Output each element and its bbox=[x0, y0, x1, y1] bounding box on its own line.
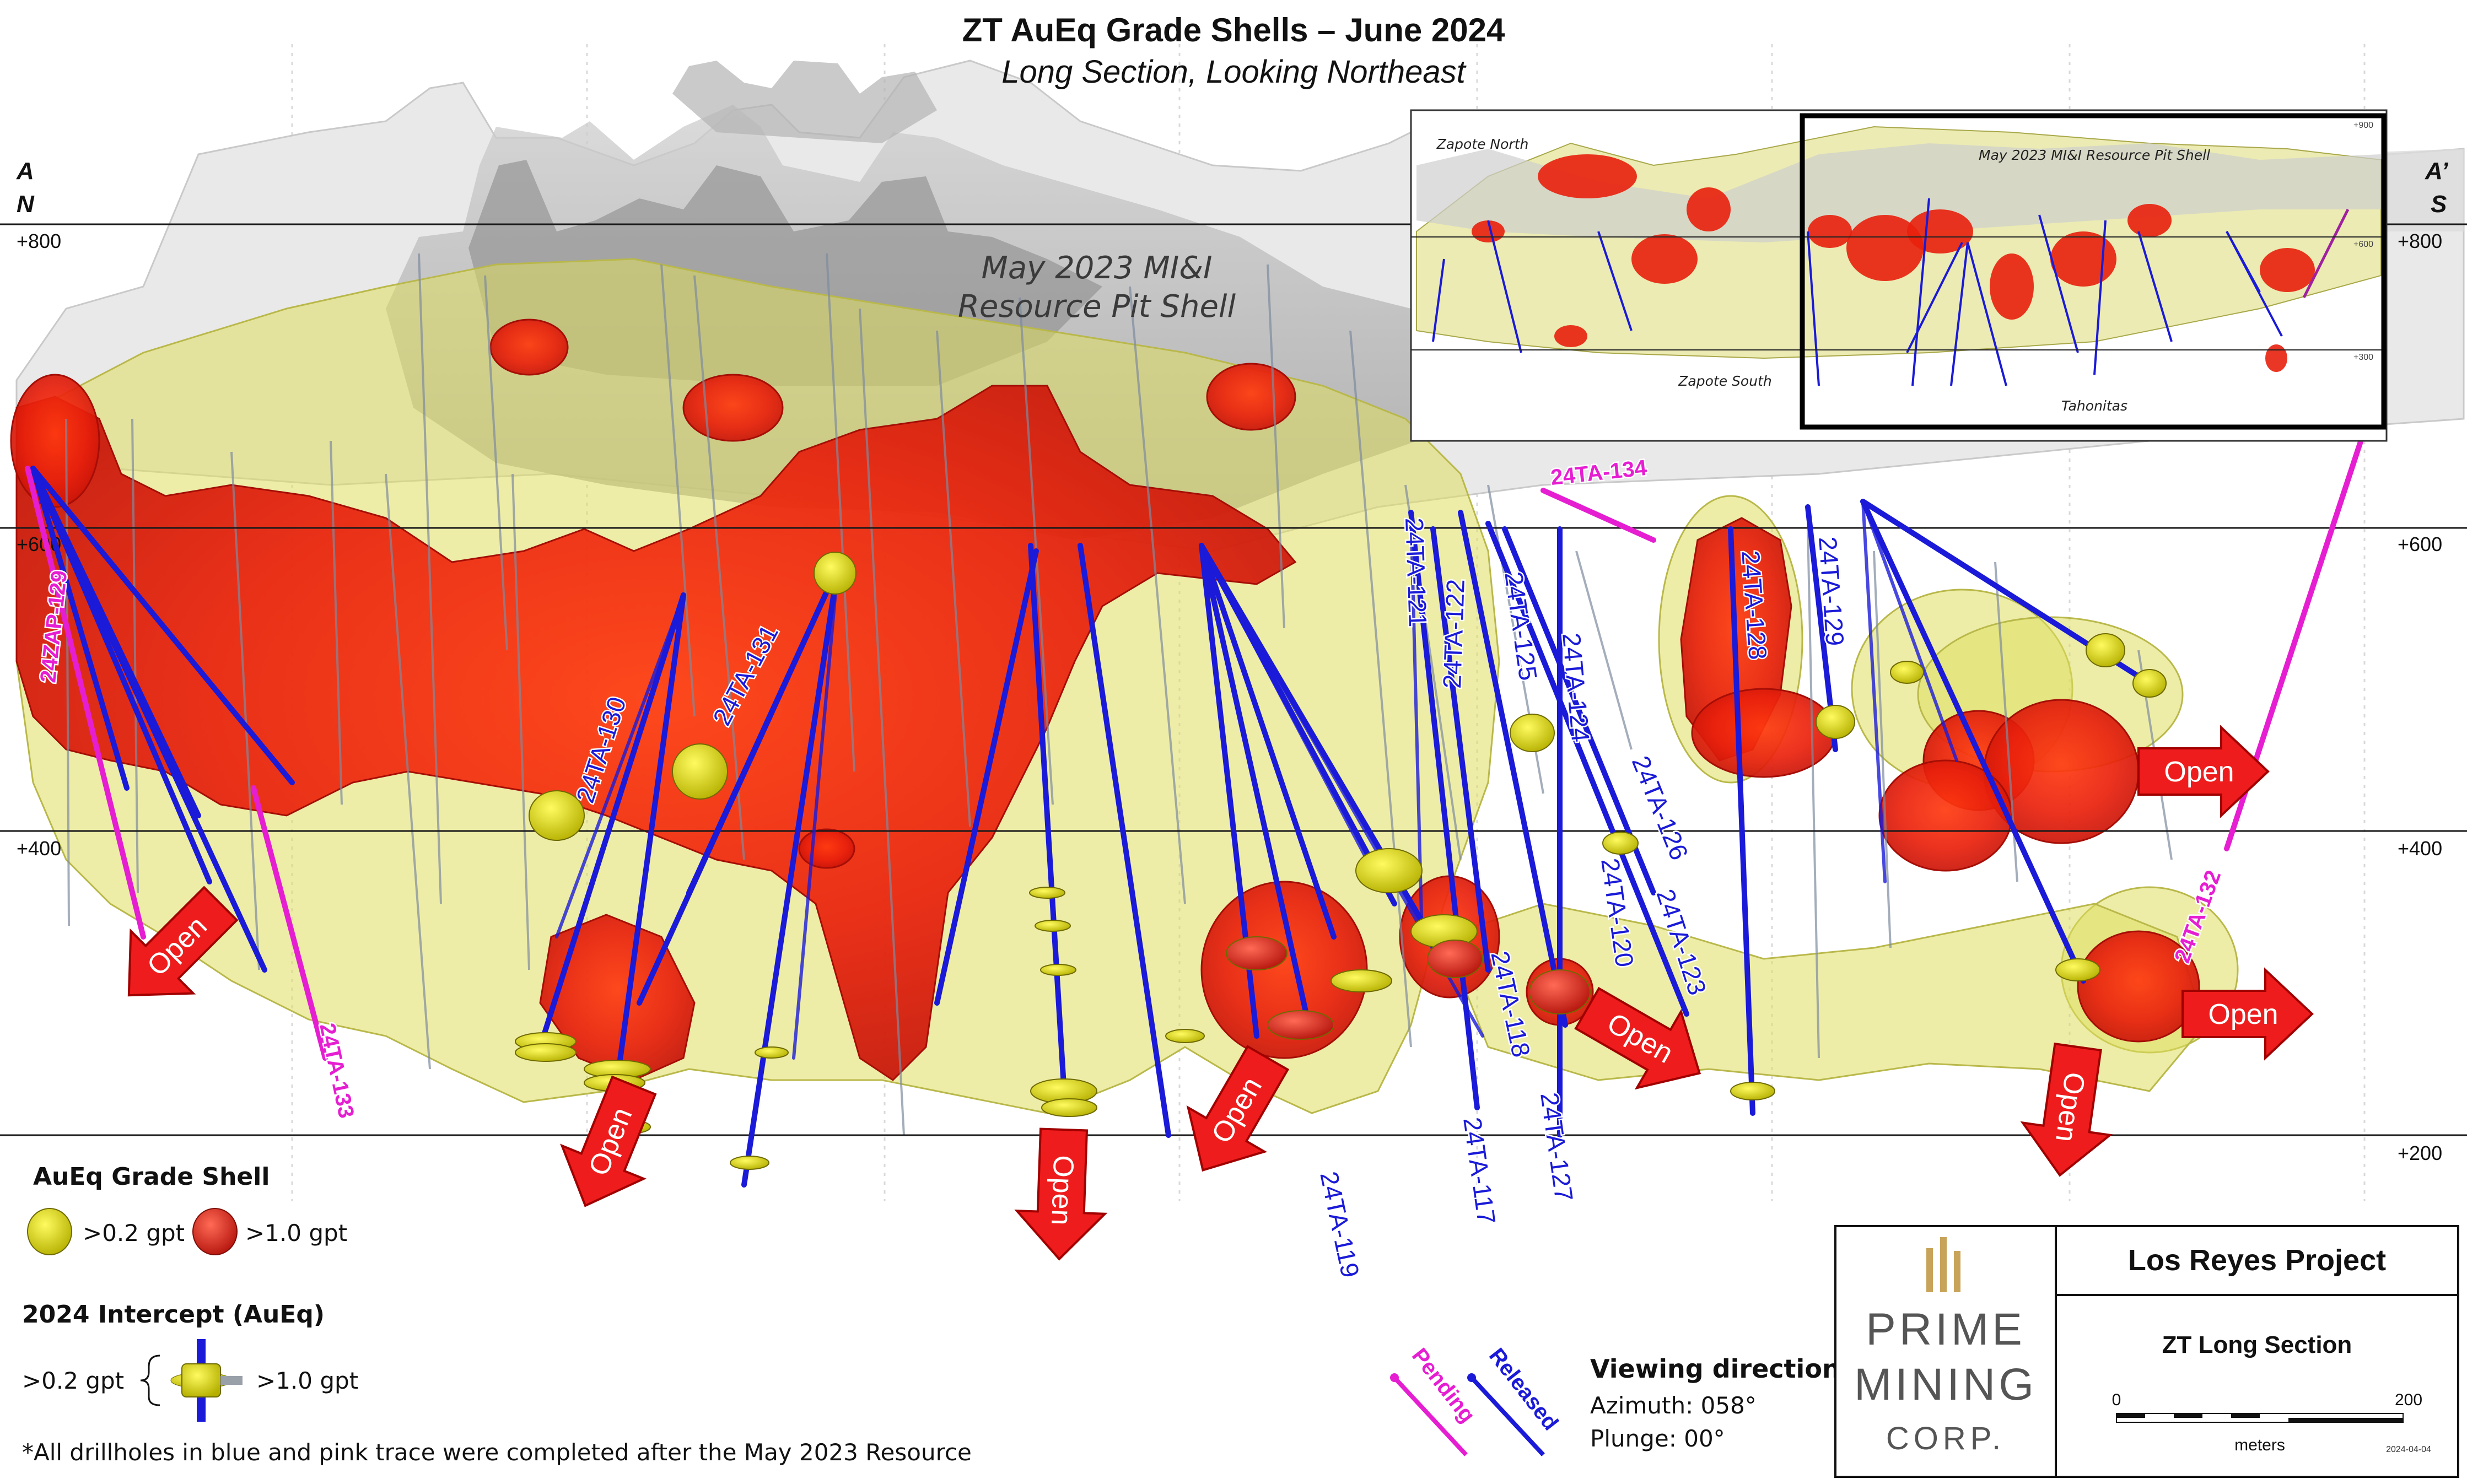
inset-elev-300: +300 bbox=[2353, 353, 2373, 362]
section-ends: A N A’ S bbox=[16, 158, 2448, 218]
inset-elev-900: +900 bbox=[2353, 121, 2373, 130]
inset-label-zapote-north: Zapote North bbox=[1436, 136, 1529, 152]
company-name-prime: PRIME bbox=[1866, 1304, 2026, 1355]
legend-low-grade-swatch bbox=[27, 1208, 72, 1255]
grade-shell-high bbox=[10, 319, 2200, 1081]
section-end-a-prime: A’ bbox=[2425, 158, 2448, 185]
drawing-name: ZT Long Section bbox=[2162, 1331, 2352, 1358]
elev-800-left: +800 bbox=[17, 230, 61, 252]
viewing-plunge: Plunge: 00° bbox=[1590, 1425, 1725, 1452]
inset-map: Zapote North May 2023 MI&I Resource Pit … bbox=[1410, 109, 2388, 442]
viewing-title: Viewing direction bbox=[1590, 1354, 1840, 1384]
inset-label-pit-shell: May 2023 MI&I Resource Pit Shell bbox=[1979, 147, 2210, 163]
inset-label-tahonitas: Tahonitas bbox=[2061, 398, 2127, 414]
scale-unit: meters bbox=[2234, 1436, 2285, 1454]
legend-high-grade-label: >1.0 gpt bbox=[245, 1219, 347, 1246]
pit-shell-label: May 2023 MI&I Resource Pit Shell bbox=[958, 250, 1236, 325]
label-24ta-122: 24TA-122 bbox=[1437, 579, 1470, 689]
scale-bar: 0 200 meters 2024-04-04 bbox=[2112, 1391, 2431, 1454]
legend-low-grade-label: >0.2 gpt bbox=[83, 1219, 185, 1246]
elev-600-right: +600 bbox=[2398, 533, 2442, 555]
elev-400-left: +400 bbox=[17, 837, 61, 860]
company-logo: PRIME MINING CORP. bbox=[1854, 1237, 2037, 1456]
inset-label-zapote-south: Zapote South bbox=[1678, 373, 1771, 389]
svg-text:Open: Open bbox=[2208, 999, 2278, 1030]
company-name-mining: MINING bbox=[1854, 1359, 2037, 1410]
legend-intercept-title: 2024 Intercept (AuEq) bbox=[22, 1300, 325, 1329]
legend-grade-shell-title: AuEq Grade Shell bbox=[33, 1163, 270, 1191]
elev-200-right: +200 bbox=[2398, 1142, 2442, 1164]
open-arrow-7: Open bbox=[2137, 726, 2269, 817]
legend-grade-shell: AuEq Grade Shell >0.2 gpt >1.0 gpt bbox=[27, 1163, 347, 1255]
open-arrow-6: Open bbox=[2015, 1039, 2123, 1183]
viewing-direction: Viewing direction Azimuth: 058° Plunge: … bbox=[1590, 1354, 1840, 1452]
svg-text:Open: Open bbox=[1045, 1154, 1079, 1226]
elev-400-right: +400 bbox=[2398, 837, 2442, 860]
inset-elev-600: +600 bbox=[2353, 240, 2373, 249]
section-end-n: N bbox=[17, 191, 35, 218]
elev-800-right: +800 bbox=[2398, 230, 2442, 252]
project-name: Los Reyes Project bbox=[2128, 1244, 2386, 1277]
scale-max: 200 bbox=[2395, 1391, 2422, 1409]
section-end-a: A bbox=[16, 158, 34, 185]
released-drillholes bbox=[30, 466, 2152, 1188]
figure-subtitle: Long Section, Looking Northeast bbox=[1001, 54, 1467, 90]
footnote: *All drillholes in blue and pink trace w… bbox=[22, 1439, 972, 1466]
viewing-azimuth: Azimuth: 058° bbox=[1590, 1392, 1757, 1419]
legend-intercept-block bbox=[181, 1363, 221, 1397]
label-24ta-121: 24TA-121 bbox=[1400, 517, 1432, 628]
title-block: PRIME MINING CORP. Los Reyes Project ZT … bbox=[1834, 1225, 2459, 1478]
scale-min: 0 bbox=[2112, 1391, 2121, 1409]
historic-drillholes bbox=[65, 253, 2173, 1136]
company-name-corp: CORP. bbox=[1886, 1421, 2005, 1456]
open-arrow-3: Open bbox=[1015, 1128, 1108, 1260]
legend-intercept: 2024 Intercept (AuEq) >0.2 gpt >1.0 gpt bbox=[22, 1300, 358, 1422]
legend-intercept-low: >0.2 gpt bbox=[22, 1367, 124, 1394]
drawing-date: 2024-04-04 bbox=[2386, 1445, 2431, 1454]
pending-drillholes bbox=[25, 427, 2367, 1061]
figure-title: ZT AuEq Grade Shells – June 2024 bbox=[962, 12, 1505, 48]
open-arrow-8: Open bbox=[2181, 969, 2313, 1059]
legend-intercept-high: >1.0 gpt bbox=[256, 1367, 358, 1394]
legend-high-grade-swatch bbox=[192, 1208, 238, 1255]
elevation-labels: +800 +600 +400 +800 +600 +400 +200 bbox=[17, 230, 2442, 1164]
pit-shell-label-line1: May 2023 MI&I bbox=[982, 250, 1213, 286]
pit-shell-label-line2: Resource Pit Shell bbox=[958, 289, 1236, 325]
svg-text:Open: Open bbox=[2164, 756, 2234, 788]
section-end-s: S bbox=[2431, 191, 2447, 218]
